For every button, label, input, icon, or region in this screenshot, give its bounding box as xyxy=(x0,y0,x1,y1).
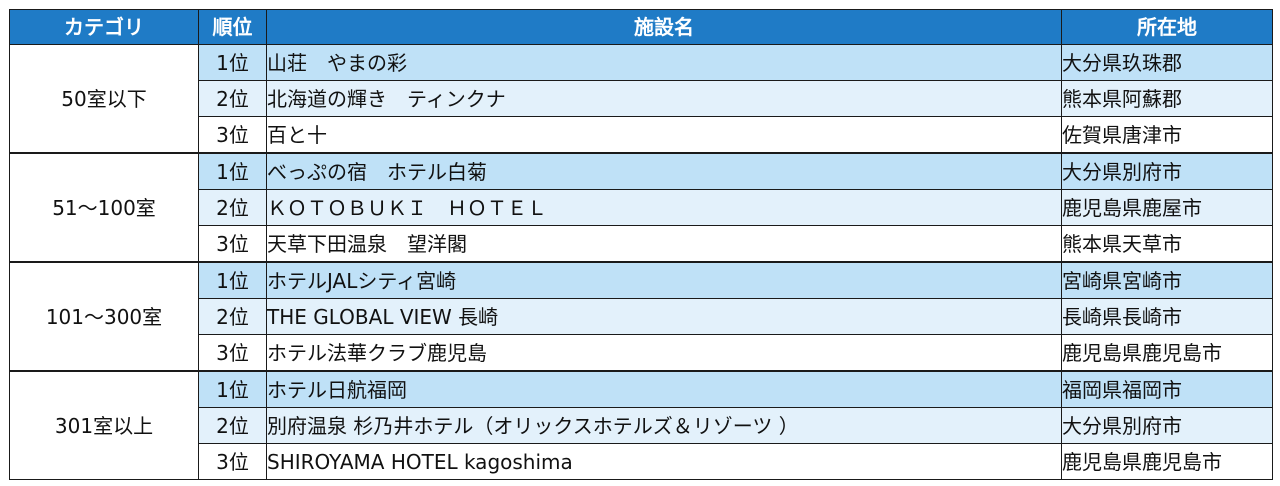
facility-name-cell: ホテルJALシティ宮崎 xyxy=(266,261,1062,299)
category-cell: 101～300室 xyxy=(9,261,199,372)
rank-cell: 3位 xyxy=(198,443,267,480)
location-cell: 大分県別府市 xyxy=(1061,407,1273,444)
facility-name-cell: 百と十 xyxy=(266,116,1062,154)
location-cell: 鹿児島県鹿児島市 xyxy=(1061,334,1273,372)
table-row: 2位 別府温泉 杉乃井ホテル（オリックスホテルズ＆リゾーツ ）大分県別府市 xyxy=(10,407,1273,444)
table-row: 51～100室 1位 べっぷの宿 ホテル白菊 大分県別府市 xyxy=(9,152,1273,263)
facility-name-cell: ＫＯＴＯＢＵＫＩ ＨＯＴＥＬ xyxy=(266,189,1062,226)
facility-name-cell: ホテル法華クラブ鹿児島 xyxy=(266,334,1062,372)
header-row: カテゴリ 順位 施設名 所在地 xyxy=(9,9,1273,45)
table-row: 3位 百と十 佐賀県唐津市 xyxy=(10,116,1273,154)
ranking-table: カテゴリ 順位 施設名 所在地 50室以下 1位 山荘 やまの彩 大分県玖珠郡 2位 北海… xyxy=(9,9,1273,480)
table-row: 2位 THE GLOBAL VIEW 長崎 長崎県長崎市 xyxy=(10,298,1273,335)
category-cell: 50室以下 xyxy=(9,44,199,154)
facility-name-cell: ホテル日航福岡 xyxy=(266,370,1062,408)
rank-cell: 2位 xyxy=(198,298,267,335)
rank-cell: 1位 xyxy=(198,152,267,190)
rank-cell: 1位 xyxy=(198,370,267,408)
rank-cell: 3位 xyxy=(198,334,267,372)
rank-cell: 1位 xyxy=(198,261,267,299)
facility-name-cell: 北海道の輝き ティンクナ xyxy=(266,80,1062,117)
location-cell: 福岡県福岡市 xyxy=(1061,370,1273,408)
header-facility: 施設名 xyxy=(266,9,1062,45)
location-cell: 佐賀県唐津市 xyxy=(1061,116,1273,154)
rank-cell: 1位 xyxy=(198,44,267,81)
rank-cell: 3位 xyxy=(198,116,267,154)
facility-name-cell: SHIROYAMA HOTEL kagoshima xyxy=(266,443,1062,480)
table-row: 3位 天草下田温泉 望洋閣 熊本県天草市 xyxy=(10,225,1273,263)
location-cell: 鹿児島県鹿屋市 xyxy=(1061,189,1273,226)
facility-name-cell: 山荘 やまの彩 xyxy=(266,44,1062,81)
table-row: 2位 北海道の輝き ティンクナ 熊本県阿蘇郡 xyxy=(10,80,1273,117)
header-location: 所在地 xyxy=(1061,9,1273,45)
table-body: 50室以下 1位 山荘 やまの彩 大分県玖珠郡 2位 北海道の輝き ティンクナ 熊本県阿蘇郡… xyxy=(9,44,1273,480)
table-row: 301室以上 1位 ホテル日航福岡 福岡県福岡市 xyxy=(9,370,1273,480)
table-row: 101～300室 1位 ホテルJALシティ宮崎 宮崎県宮崎市 xyxy=(9,261,1273,372)
rank-cell: 3位 xyxy=(198,225,267,263)
location-cell: 大分県別府市 xyxy=(1061,152,1273,190)
location-cell: 熊本県天草市 xyxy=(1061,225,1273,263)
rank-cell: 2位 xyxy=(198,407,267,444)
facility-name-cell: THE GLOBAL VIEW 長崎 xyxy=(266,298,1062,335)
table-row: 50室以下 1位 山荘 やまの彩 大分県玖珠郡 xyxy=(9,44,1273,154)
table-row: 2位 ＫＯＴＯＢＵＫＩ ＨＯＴＥＬ 鹿児島県鹿屋市 xyxy=(10,189,1273,226)
header-rank: 順位 xyxy=(198,9,267,45)
header-category: カテゴリ xyxy=(9,9,199,45)
rank-cell: 2位 xyxy=(198,189,267,226)
location-cell: 大分県玖珠郡 xyxy=(1061,44,1273,81)
table-row: 3位 SHIROYAMA HOTEL kagoshima 鹿児島県鹿児島市 xyxy=(10,443,1273,480)
location-cell: 熊本県阿蘇郡 xyxy=(1061,80,1273,117)
category-cell: 301室以上 xyxy=(9,370,199,480)
category-cell: 51～100室 xyxy=(9,152,199,263)
facility-name-cell: べっぷの宿 ホテル白菊 xyxy=(266,152,1062,190)
location-cell: 宮崎県宮崎市 xyxy=(1061,261,1273,299)
location-cell: 長崎県長崎市 xyxy=(1061,298,1273,335)
facility-name-cell: 別府温泉 杉乃井ホテル（オリックスホテルズ＆リゾーツ ） xyxy=(266,407,1062,444)
table-row: 3位 ホテル法華クラブ鹿児島 鹿児島県鹿児島市 xyxy=(10,334,1273,372)
rank-cell: 2位 xyxy=(198,80,267,117)
facility-name-cell: 天草下田温泉 望洋閣 xyxy=(266,225,1062,263)
location-cell: 鹿児島県鹿児島市 xyxy=(1061,443,1273,480)
